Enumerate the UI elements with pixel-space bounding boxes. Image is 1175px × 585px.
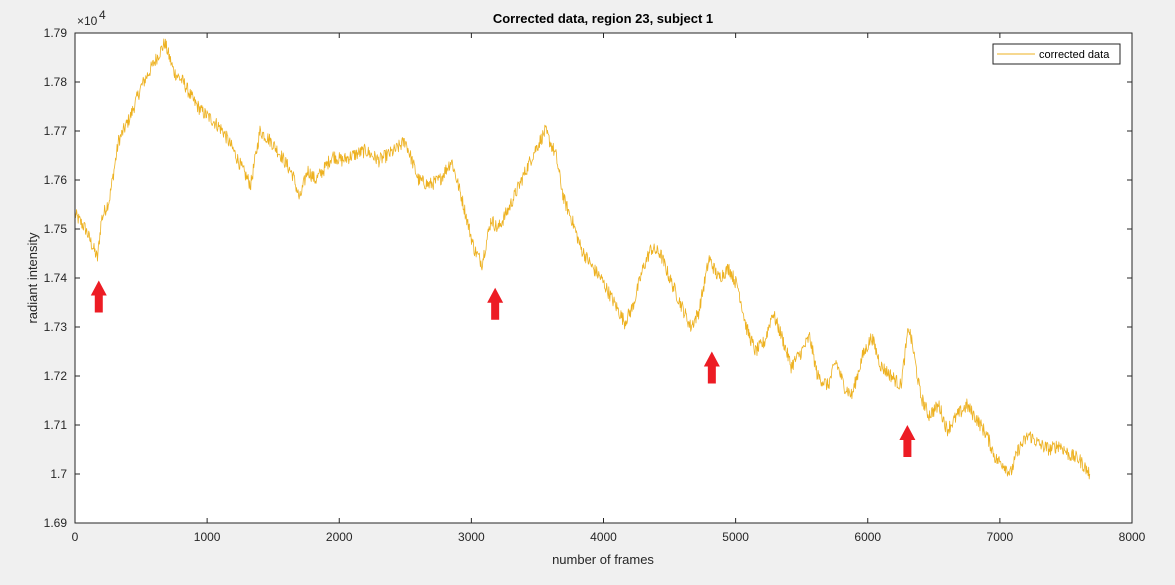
x-tick-label: 3000 [458, 530, 485, 544]
y-tick-label: 1.76 [44, 173, 68, 187]
y-exponent-base: ×10 [77, 14, 98, 28]
red-arrow-icon [899, 425, 916, 457]
series-line-corrected-data [74, 38, 1091, 480]
x-tick-label: 7000 [987, 530, 1014, 544]
y-tick-label: 1.69 [44, 516, 68, 530]
annotation-layer [90, 280, 916, 457]
x-axis-label: number of frames [552, 552, 654, 567]
y-tick-label: 1.7 [50, 467, 67, 481]
legend-entry-corrected-data: corrected data [1039, 49, 1110, 61]
series-layer [74, 38, 1091, 480]
y-tick-label: 1.71 [44, 418, 68, 432]
x-tick-label: 1000 [194, 530, 221, 544]
chart-title: Corrected data, region 23, subject 1 [493, 11, 713, 26]
y-tick-label: 1.72 [44, 369, 68, 383]
y-tick-label: 1.77 [44, 124, 68, 138]
plot-area [75, 33, 1132, 523]
x-tick-label: 5000 [722, 530, 749, 544]
y-tick-label: 1.79 [44, 26, 68, 40]
x-tick-label: 6000 [854, 530, 881, 544]
y-axis-label: radiant intensity [25, 232, 40, 324]
y-tick-label: 1.74 [44, 271, 68, 285]
x-tick-label: 2000 [326, 530, 353, 544]
x-tick-label: 4000 [590, 530, 617, 544]
y-tick-label: 1.73 [44, 320, 68, 334]
x-tick-label: 0 [72, 530, 79, 544]
legend-box [992, 43, 1121, 65]
x-axis-ticks: 0 1000 2000 3000 4000 5000 6000 7000 8000 [72, 33, 1146, 544]
y-tick-label: 1.75 [44, 222, 68, 236]
red-arrow-icon [90, 280, 107, 313]
y-tick-label: 1.78 [44, 75, 68, 89]
x-tick-label: 8000 [1119, 530, 1146, 544]
red-arrow-icon [487, 287, 504, 320]
legend[interactable]: corrected data [992, 43, 1121, 65]
y-exponent-power: 4 [99, 8, 106, 22]
y-axis-ticks: 1.69 1.7 1.71 1.72 1.73 1.74 1.75 1.76 1.77 1.78 1… [44, 26, 1132, 530]
red-arrow-icon [703, 351, 720, 384]
